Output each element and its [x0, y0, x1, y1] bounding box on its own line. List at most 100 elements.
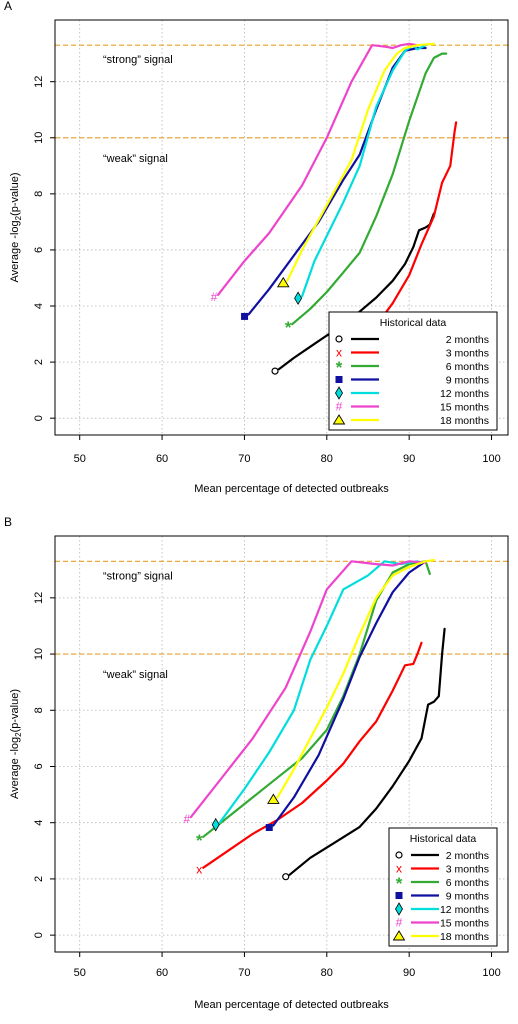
x-tick-label: 90 — [403, 967, 415, 979]
y-tick-label: 2 — [33, 359, 45, 365]
x-tick-label: 50 — [74, 453, 86, 465]
y-tick-label: 12 — [33, 76, 45, 88]
y-tick-label: 0 — [33, 932, 45, 938]
legend-marker: * — [396, 874, 403, 893]
y-tick-label: 2 — [33, 876, 45, 882]
legend-label: 3 months — [446, 864, 489, 876]
y-tick-label: 10 — [33, 132, 45, 144]
series-start-marker — [265, 824, 273, 832]
series-start-marker — [294, 291, 303, 305]
legend-marker: # — [396, 916, 403, 930]
legend-marker — [392, 930, 406, 941]
legend-label: 6 months — [446, 361, 489, 373]
legend-marker — [395, 892, 403, 899]
x-tick-label: 50 — [74, 967, 86, 979]
y-tick-label: 12 — [33, 592, 45, 604]
legend-item: 18 months — [332, 414, 489, 427]
series-line — [202, 560, 431, 838]
threshold-label: “strong” signal — [103, 570, 173, 582]
legend-label: 12 months — [440, 904, 489, 916]
series-start-marker: * — [285, 318, 292, 337]
legend-label: 15 months — [440, 402, 489, 414]
series-start-marker — [211, 817, 220, 832]
legend-label: 2 months — [446, 334, 489, 346]
y-tick-label: 6 — [33, 247, 45, 253]
x-tick-label: 60 — [156, 453, 168, 465]
panel-letter: A — [4, 0, 12, 13]
legend-item: * 6 months — [396, 874, 489, 893]
y-tick-label: 6 — [33, 763, 45, 769]
series-line — [291, 52, 448, 326]
legend-label: 6 months — [446, 877, 489, 889]
x-axis-label: Mean percentage of detected outbreaks — [194, 483, 389, 495]
x-tick-label: 100 — [482, 453, 500, 465]
series-3-months: x — [196, 641, 423, 877]
series-line — [276, 558, 435, 799]
series-6-months: * — [285, 52, 448, 337]
legend-marker — [335, 386, 343, 400]
legend: Historical data 2 months x 3 months * 6 month… — [328, 311, 498, 431]
legend-marker — [332, 414, 346, 425]
y-tick-label: 8 — [33, 191, 45, 197]
series-9-months — [265, 560, 427, 832]
series-line — [247, 46, 427, 316]
legend-label: 15 months — [440, 918, 489, 930]
legend-title: Historical data — [410, 833, 477, 845]
legend-marker — [335, 376, 343, 383]
panel-letter: B — [4, 515, 12, 529]
legend-item: 9 months — [395, 891, 489, 903]
series-12-months — [211, 560, 419, 832]
legend-item: x 3 months — [396, 862, 489, 876]
legend-box — [328, 311, 498, 431]
legend: Historical data 2 months x 3 months * 6 month… — [388, 827, 498, 947]
series-12-months — [294, 44, 427, 305]
legend-label: 2 months — [446, 850, 489, 862]
y-tick-label: 0 — [33, 415, 45, 421]
plot-frame — [54, 535, 509, 953]
legend-marker — [395, 851, 403, 859]
series-start-marker — [267, 793, 280, 804]
series-18-months — [267, 558, 435, 804]
series-start-marker: # — [211, 290, 218, 304]
legend-marker: x — [396, 862, 402, 876]
legend-label: 18 months — [440, 931, 489, 943]
x-tick-label: 70 — [238, 967, 250, 979]
legend-label: 18 months — [440, 415, 489, 427]
x-tick-label: 70 — [238, 453, 250, 465]
panel-a: A“strong” signal“weak” signalx*#50607080… — [4, 0, 509, 495]
series-2-months — [282, 627, 446, 881]
legend-item: 18 months — [392, 930, 489, 943]
legend-marker: x — [336, 346, 342, 360]
series-line — [218, 560, 419, 824]
legend-item: 9 months — [335, 375, 489, 387]
x-tick-label: 100 — [482, 967, 500, 979]
legend-item: #15 months — [396, 916, 489, 930]
legend-title: Historical data — [380, 317, 447, 329]
series-line — [286, 42, 435, 282]
series-line — [217, 42, 419, 296]
legend-item: 2 months — [395, 850, 489, 862]
series-9-months — [241, 46, 427, 320]
y-tick-label: 4 — [33, 303, 45, 309]
series-line — [202, 641, 423, 869]
y-tick-label: 4 — [33, 820, 45, 826]
series-start-marker — [241, 312, 249, 320]
series-15-months: # — [211, 42, 419, 304]
plot-frame — [54, 19, 509, 436]
legend-item: 12 months — [395, 902, 489, 916]
x-tick-label: 80 — [321, 453, 333, 465]
y-axis-label: Average -log2(p-value) — [9, 689, 23, 799]
x-tick-label: 80 — [321, 967, 333, 979]
series-start-marker — [271, 367, 279, 375]
series-line — [272, 560, 427, 827]
y-axis-label: Average -log2(p-value) — [9, 172, 23, 282]
x-axis-label: Mean percentage of detected outbreaks — [194, 999, 389, 1011]
legend-item: 2 months — [335, 334, 489, 346]
legend-marker: # — [336, 400, 343, 414]
legend-box — [388, 827, 498, 947]
series-line — [288, 627, 446, 876]
series-start-marker — [282, 873, 290, 881]
legend-label: 9 months — [446, 375, 489, 387]
series-line — [189, 560, 427, 819]
